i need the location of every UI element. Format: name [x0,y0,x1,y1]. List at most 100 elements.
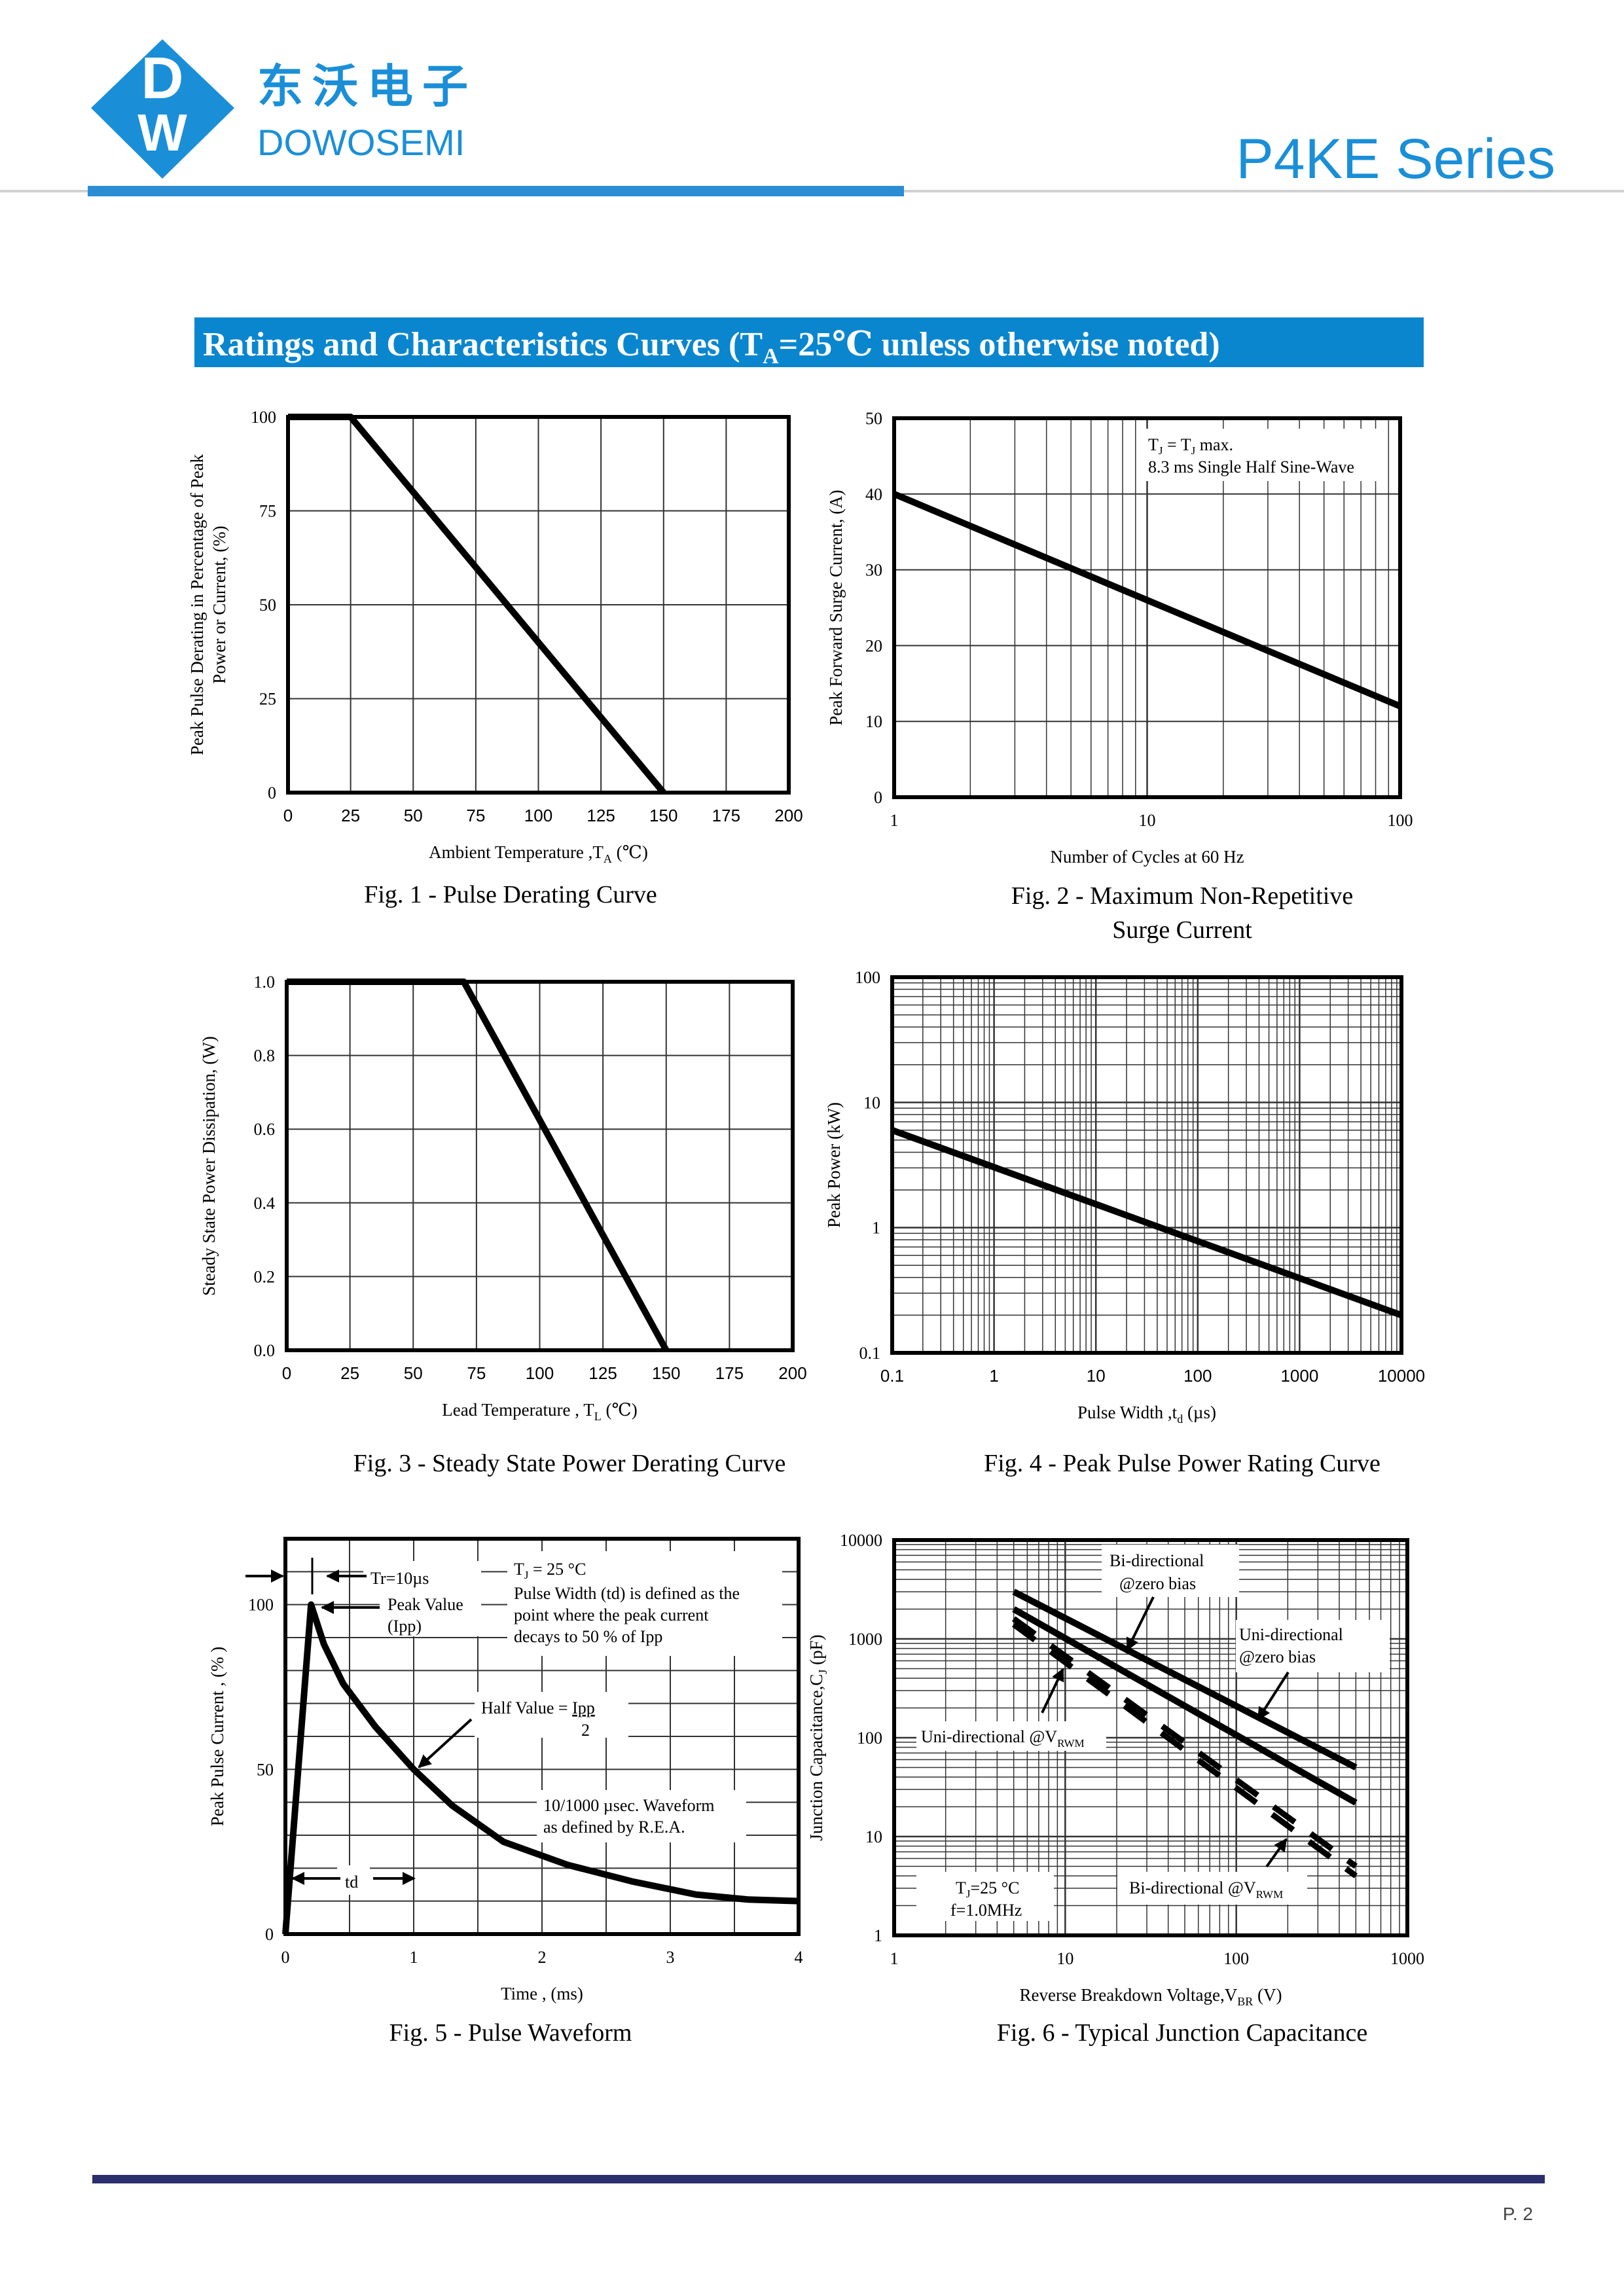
figure-caption: Fig. 3 - Steady State Power Derating Cur… [353,1450,786,1477]
annotation-text: Bi-directional @VRWM [1129,1878,1283,1901]
y-tick-label: 75 [259,502,276,521]
page-number: P. 2 [1503,2204,1533,2224]
annotation-text: decays to 50 % of Ipp [514,1627,662,1646]
annotation-text: point where the peak current [514,1605,709,1624]
chart-fig-1: 0 25 50 75 100 125 150 175 200 0 25 50 75 100 Ambient … [187,408,803,908]
y-tick-label: 100 [855,968,880,987]
y-axis-label: Junction Capacitance,CJ (pF) [806,1634,829,1840]
x-tick-label: 1 [890,1949,899,1968]
annotation-text: Pulse Width (td) is defined as the [514,1584,740,1603]
figure-caption: Fig. 1 - Pulse Derating Curve [364,881,657,908]
x-tick-label: 25 [340,1363,359,1383]
x-tick-label: 0 [283,806,293,825]
y-axis-label: Peak Pulse Derating in Percentage of Pea… [187,454,207,755]
y-tick-label: 10000 [840,1531,882,1550]
y-tick-label: 50 [865,409,882,428]
x-tick-label: 10 [1056,1949,1074,1968]
plot-frame [892,1538,1409,1937]
y-tick-label: 0 [268,783,276,802]
series-line-uni-directional-vrwm [1012,1616,1358,1869]
figure-caption: Fig. 5 - Pulse Waveform [389,2019,632,2047]
company-logo: D W 东沃电子 DOWOSEMI [91,39,477,179]
grid-lines [894,418,1400,797]
annotation-text: (Ipp) [388,1617,422,1636]
annotation-text: f=1.0MHz [950,1901,1022,1920]
x-tick-label: 50 [404,806,423,825]
series-line-derating [288,414,666,795]
annotation-box [1117,1872,1307,1905]
x-axis-label: Ambient Temperature ,TA (℃) [429,842,648,865]
annotation-text: @zero bias [1239,1647,1316,1666]
series-title: P4KE Series [1236,128,1555,190]
series-line-bi-directional-zero-bias [1012,1588,1358,1770]
x-tick-label: 0.1 [880,1366,904,1386]
y-tick-label: 40 [865,485,882,504]
y-tick-label: 0.8 [254,1047,276,1066]
y-tick-label: 0.2 [254,1267,276,1286]
y-axis-label: Power or Current, (%) [209,526,229,683]
grid-lines [287,982,793,1350]
annotation-text: 10/1000 µsec. Waveform [543,1796,715,1815]
x-tick-label: 1 [989,1366,998,1386]
y-tick-label: 50 [257,1760,274,1779]
annotation-text: Tr=10µs [370,1569,429,1588]
x-axis-label: Pulse Width ,td (µs) [1077,1403,1216,1426]
x-tick-label: 25 [341,806,360,825]
x-tick-label: 4 [795,1948,803,1967]
x-tick-label: 0 [282,1363,291,1383]
annotation-text: TJ = TJ max. [1148,435,1233,457]
annotation-arrow-icon [1041,1668,1064,1713]
x-tick-label: 200 [774,806,803,825]
figure-caption: Fig. 2 - Maximum Non-Repetitive [1011,882,1353,910]
x-tick-label: 10 [1139,811,1156,830]
y-axis-label: Peak Power (kW) [824,1102,844,1228]
x-tick-label: 200 [778,1363,806,1383]
annotation-box [380,1590,481,1636]
x-axis-label: Number of Cycles at 60 Hz [1050,847,1244,867]
x-tick-label: 150 [652,1363,680,1383]
y-axis-label: Steady State Power Dissipation, (W) [199,1036,219,1296]
y-tick-label: 30 [865,561,882,580]
annotation-arrow-icon [1257,1671,1290,1721]
x-tick-label: 175 [715,1363,744,1383]
y-tick-label: 25 [259,690,276,709]
x-tick-label: 100 [1223,1949,1249,1968]
plot-frame [890,975,1403,1355]
grid-lines [892,977,1401,1353]
annotation-box [1139,429,1381,481]
annotation-box [337,1865,370,1895]
y-tick-label: 0 [265,1925,274,1944]
annotation-text: @zero bias [1119,1574,1196,1593]
x-tick-label: 100 [526,1363,554,1383]
annotation-box [1236,1620,1390,1672]
logo-chinese-name: 东沃电子 [257,62,477,113]
y-tick-label: 1000 [848,1630,882,1649]
grid-lines [288,417,789,793]
x-tick-label: 1 [890,811,899,830]
y-tick-label: 100 [857,1729,882,1748]
chart-fig-5: 0 1 2 3 4 0 50 100 Time , (ms) Peak Pulse Current… [208,1537,803,2047]
chart-fig-3: 0 25 50 75 100 125 150 175 200 0.0 0.2 0.4 0.6 0.8 1.0… [199,973,807,1477]
x-tick-label: 75 [467,1363,486,1383]
logo-english-name: DOWOSEMI [257,122,465,163]
x-tick-label: 2 [538,1948,547,1967]
chart-fig-4: 0.1 1 10 100 1000 10000 0.1 1 10 100 Pulse Width ,… [824,968,1425,1477]
y-tick-label: 10 [865,1827,882,1846]
x-axis-label: Lead Temperature , TL (℃) [442,1400,637,1423]
y-axis-label: Peak Forward Surge Current, (A) [826,490,846,725]
logo-d-glyph: D [141,46,184,111]
series-line-power [287,978,670,1352]
annotation-arrow-icon [1265,1838,1288,1868]
x-tick-label: 1000 [1390,1949,1424,1968]
y-tick-label: 50 [259,596,276,615]
annotation-box [916,1872,1054,1921]
logo-w-glyph: W [137,103,187,162]
series-line-uni-directional-zero-bias [1012,1606,1358,1806]
x-tick-label: 125 [588,1363,617,1383]
x-tick-label: 100 [1388,811,1413,830]
section-title: Ratings and Characteristics Curves (TA=2… [203,326,1220,368]
annotation-text: 2 [581,1721,590,1740]
x-tick-label: 1000 [1280,1366,1318,1386]
annotation-box [916,1721,1106,1751]
chart-fig-2: 1 10 100 0 10 20 30 40 50 Number of Cycles at 60 … [826,409,1413,944]
